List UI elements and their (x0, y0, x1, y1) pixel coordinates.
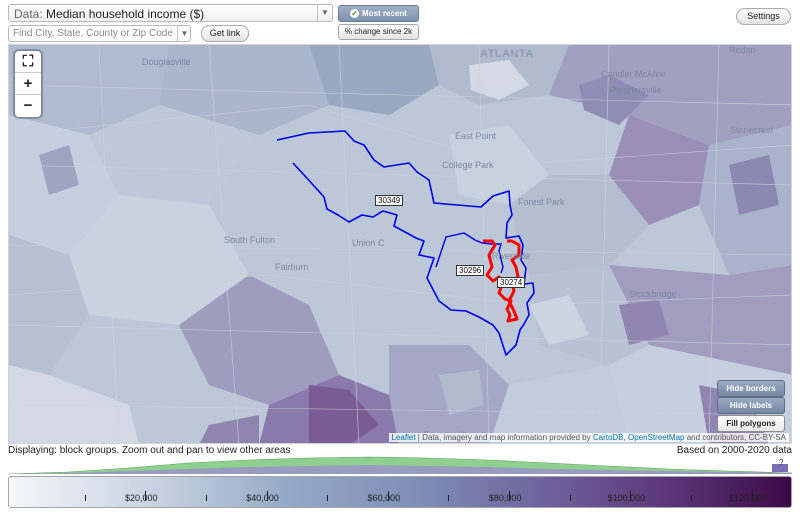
legend-tick (205, 495, 207, 501)
map[interactable]: Douglasville ATLANTA Candler McAfee Pant… (8, 44, 792, 444)
check-icon: ✓ (350, 9, 360, 19)
place-label: Redan (729, 45, 756, 55)
leaflet-link[interactable]: Leaflet (391, 433, 416, 442)
settings-button[interactable]: Settings (736, 8, 791, 25)
place-label: Riverdale (492, 251, 531, 261)
place-label: Union C (352, 238, 385, 248)
fill-polygons-button[interactable]: Fill polygons (717, 415, 785, 432)
help-icon[interactable]: ? (779, 458, 784, 467)
legend-tick (327, 495, 329, 501)
highlighted-area (483, 239, 521, 323)
distribution-histogram (8, 456, 792, 474)
fullscreen-icon[interactable]: ⛶ (15, 51, 41, 73)
legend-color-scale: $20,000 $40,000 $60,000 $80,000 $100,000 $120… (8, 476, 792, 508)
data-select[interactable]: Data: Median household income ($) ▼ (8, 4, 333, 22)
legend-label: $60,000 (367, 493, 401, 503)
chevron-down-icon[interactable]: ▼ (317, 5, 332, 21)
osm-link[interactable]: OpenStreetMap (627, 433, 685, 442)
legend-tick (145, 491, 147, 501)
attribution-tail: and contributors, CC-BY-SA (684, 433, 786, 442)
get-link-button[interactable]: Get link (201, 25, 249, 42)
place-label: Panthersville (610, 85, 662, 95)
place-label: Forest Park (518, 197, 565, 207)
legend-tick (630, 491, 632, 501)
percent-change-button[interactable]: % change since 2k (338, 24, 419, 40)
place-label: ATLANTA (480, 48, 534, 60)
search-input[interactable] (8, 25, 191, 42)
legend-label: $20,000 (124, 493, 158, 503)
zip-label: 30349 (375, 195, 404, 206)
data-select-value: Median household income ($) (46, 7, 205, 21)
zoom-in-button[interactable]: + (15, 73, 41, 95)
zoom-control: ⛶ + − (15, 51, 41, 117)
legend-tick (266, 491, 268, 501)
zoom-out-button[interactable]: − (23, 97, 33, 114)
place-label: East Point (455, 131, 497, 141)
hide-borders-button[interactable]: Hide borders (717, 380, 785, 397)
legend-tick (569, 495, 571, 501)
legend-label: $120,000 (728, 493, 767, 503)
chevron-down-icon[interactable]: ▼ (177, 26, 191, 41)
map-choropleth (9, 45, 791, 443)
place-label: Douglasville (142, 57, 191, 67)
zip-label: 30296 (456, 265, 485, 276)
place-label: South Fulton (224, 235, 276, 245)
place-label: Candler McAfee (601, 69, 666, 79)
data-select-label: Data: (14, 7, 43, 21)
zip-label: 30274 (497, 277, 526, 288)
legend-tick (691, 495, 693, 501)
legend-tick (448, 495, 450, 501)
legend-label: $40,000 (246, 493, 279, 503)
legend-tick (387, 491, 389, 501)
place-label: Fairburn (275, 262, 309, 272)
legend-label: $100,000 (607, 493, 646, 503)
place-label: College Park (442, 160, 494, 170)
legend-label: $80,000 (488, 493, 522, 503)
zip-boundary-30349-30296 (276, 130, 535, 356)
displaying-text: Displaying: block groups. Zoom out and p… (8, 445, 291, 456)
map-attribution: Leaflet | Data, imagery and map informat… (388, 433, 789, 442)
legend-tick (509, 491, 511, 501)
cartodb-link[interactable]: CartoDB (592, 433, 624, 442)
attribution-text: | Data, imagery and map information prov… (415, 433, 593, 442)
place-label: Stonecrest (730, 125, 774, 135)
legend-tick (751, 491, 753, 501)
most-recent-value-button[interactable]: ✓Most recent value (338, 5, 419, 33)
toolbar: Data: Median household income ($) ▼ ▼ Ge… (0, 0, 800, 44)
hide-labels-button[interactable]: Hide labels (717, 397, 785, 414)
legend-tick (84, 495, 86, 501)
place-label: Stockbridge (629, 289, 677, 299)
based-on-text: Based on 2000-2020 data (676, 445, 792, 456)
